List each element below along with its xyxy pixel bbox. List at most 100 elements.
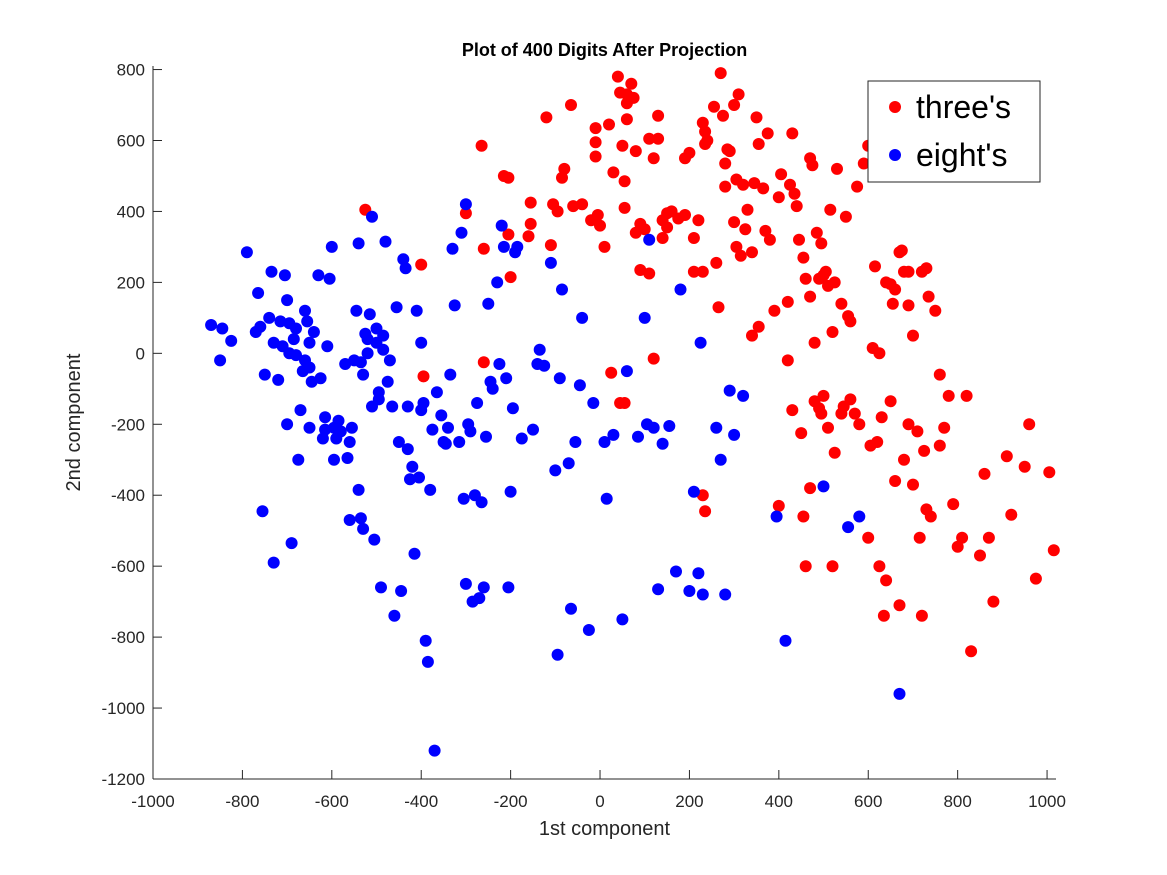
data-point	[947, 498, 960, 511]
y-axis-label: 2nd component	[63, 353, 85, 491]
data-point	[274, 315, 287, 328]
data-point	[810, 226, 823, 239]
data-point	[594, 219, 606, 232]
data-point	[343, 514, 356, 526]
data-point	[679, 209, 691, 221]
data-point	[851, 180, 864, 193]
data-point	[719, 180, 732, 193]
data-point	[357, 522, 370, 535]
data-point	[987, 595, 1000, 608]
data-point	[784, 178, 796, 191]
legend-marker	[889, 101, 901, 113]
data-point	[477, 581, 490, 594]
data-point	[920, 262, 933, 275]
data-point	[933, 368, 946, 381]
data-point	[822, 421, 834, 434]
data-point	[573, 379, 586, 392]
data-point	[647, 421, 660, 434]
data-point	[401, 443, 414, 456]
data-point	[893, 687, 906, 700]
data-point	[817, 389, 830, 402]
data-point	[739, 223, 752, 236]
data-point	[363, 308, 376, 321]
data-point	[853, 510, 866, 523]
data-point	[565, 602, 577, 615]
data-point	[457, 492, 470, 505]
data-point	[345, 421, 358, 434]
data-point	[294, 404, 307, 417]
data-point	[388, 609, 401, 622]
y-tick-label: -200	[111, 415, 145, 434]
data-point	[366, 210, 378, 223]
data-point	[869, 260, 881, 273]
data-point	[544, 256, 557, 269]
data-point	[453, 436, 466, 448]
data-point	[352, 237, 365, 250]
data-point	[448, 299, 461, 312]
data-point	[1023, 418, 1036, 431]
data-point	[287, 333, 300, 346]
data-point	[907, 329, 919, 342]
data-point	[759, 224, 772, 237]
data-point	[477, 242, 490, 255]
data-point	[312, 269, 325, 282]
x-tick-label: -600	[315, 792, 349, 811]
data-point	[565, 99, 577, 111]
data-point	[643, 233, 656, 246]
data-point	[258, 368, 271, 381]
data-point	[1000, 450, 1013, 463]
data-point	[350, 304, 363, 317]
data-point	[643, 267, 656, 280]
data-point	[652, 109, 665, 122]
data-point	[587, 397, 600, 409]
data-point	[960, 389, 973, 402]
y-tick-label: -600	[111, 557, 145, 576]
data-point	[576, 311, 589, 324]
data-point	[886, 297, 899, 310]
y-tick-label: -800	[111, 628, 145, 647]
data-point	[589, 136, 602, 149]
data-point	[616, 139, 629, 152]
data-point	[383, 354, 396, 367]
data-point	[775, 168, 788, 181]
data-point	[826, 560, 839, 573]
data-point	[473, 592, 486, 605]
data-point	[871, 436, 884, 448]
data-point	[225, 334, 238, 347]
data-point	[303, 336, 316, 349]
data-point	[265, 265, 278, 278]
legend-marker	[889, 149, 901, 161]
data-point	[804, 290, 817, 303]
data-point	[889, 283, 902, 296]
data-point	[907, 478, 919, 491]
data-point	[524, 217, 537, 230]
data-point	[401, 400, 414, 413]
data-point	[323, 272, 336, 285]
data-point	[549, 464, 562, 477]
data-point	[354, 356, 367, 369]
data-point	[842, 521, 855, 534]
data-point	[506, 402, 519, 415]
data-point	[500, 372, 513, 385]
x-axis-label: 1st component	[539, 818, 671, 840]
data-point	[799, 560, 812, 573]
data-point	[768, 304, 781, 317]
data-point	[600, 492, 613, 505]
data-point	[632, 430, 644, 443]
data-point	[343, 436, 356, 448]
data-point	[902, 418, 915, 431]
data-point	[848, 407, 861, 420]
data-point	[828, 446, 841, 459]
data-point	[214, 354, 227, 367]
data-point	[551, 648, 564, 661]
data-point	[256, 505, 269, 518]
data-point	[701, 134, 714, 147]
data-point	[683, 146, 696, 159]
data-point	[625, 77, 638, 90]
data-point	[788, 187, 801, 200]
data-point	[889, 475, 902, 487]
data-point	[267, 556, 280, 569]
data-point	[748, 177, 761, 190]
data-point	[618, 397, 631, 409]
data-point	[741, 203, 754, 216]
